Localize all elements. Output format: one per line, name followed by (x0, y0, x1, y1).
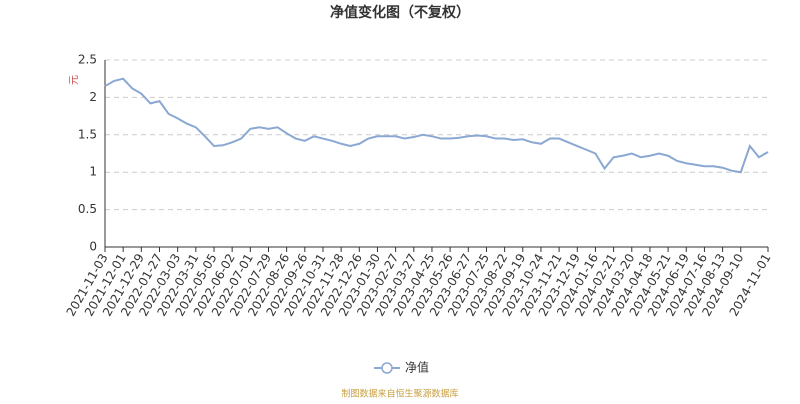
line-series (104, 77, 769, 174)
chart-title: 净值变化图（不复权） (330, 4, 470, 21)
y-tick-label: 1 (89, 165, 97, 179)
legend-marker (381, 362, 393, 374)
y-tick-label: 2.5 (78, 53, 97, 67)
y-tick-label: 0 (89, 240, 97, 254)
y-tick-label: 0.5 (78, 202, 97, 216)
y-tick-label: 1.5 (78, 127, 97, 141)
source-note: 制图数据来自恒生聚源数据库 (341, 388, 458, 400)
y-axis-label: 元 (69, 75, 80, 85)
legend-label: 净值 (405, 360, 429, 375)
y-tick-label: 2 (89, 90, 97, 104)
